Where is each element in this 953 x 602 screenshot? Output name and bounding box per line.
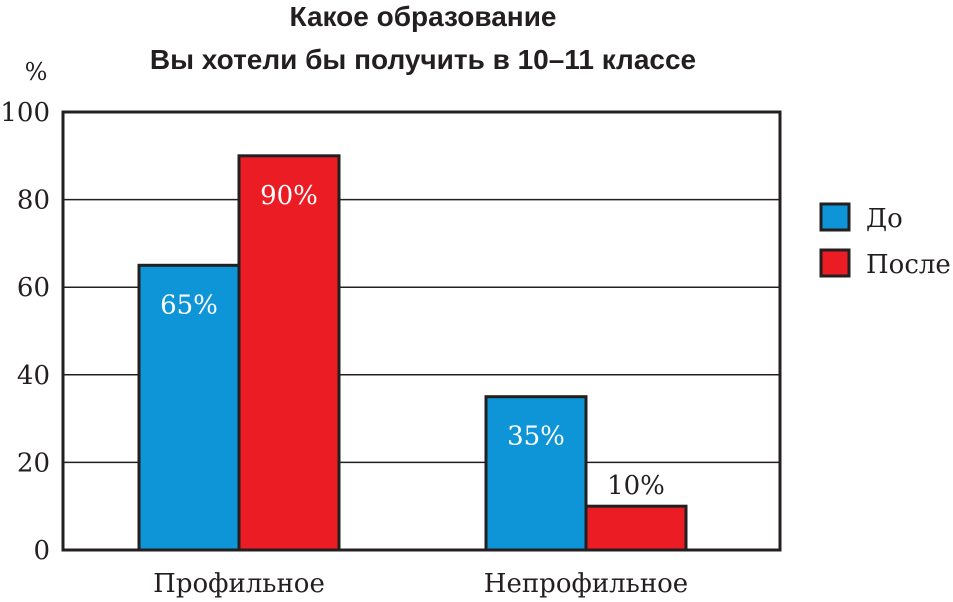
bar-posle-neprofilnoe — [584, 504, 688, 552]
x-category-label: Непрофильное — [484, 569, 688, 599]
data-labels: 65% 90% 35% 10% — [160, 181, 665, 501]
data-label: 10% — [607, 471, 665, 501]
data-label: 35% — [507, 422, 565, 452]
y-axis-unit-label: % — [25, 58, 48, 86]
bar-do-profilnoe — [137, 263, 241, 552]
bar-do-neprofilnoe — [484, 395, 588, 552]
bar-posle-profilnoe — [237, 154, 341, 552]
data-label: 65% — [160, 290, 218, 320]
legend-swatch — [819, 248, 851, 278]
y-tick-label: 20 — [17, 448, 50, 478]
chart-title-line-1: Какое образование — [290, 1, 557, 32]
y-tick-label: 40 — [17, 361, 50, 391]
legend-label: После — [866, 250, 951, 280]
x-category-label: Профильное — [153, 569, 325, 599]
y-tick-label: 0 — [33, 536, 50, 566]
x-axis-categories: Профильное Непрофильное — [153, 569, 688, 599]
plot-frame — [61, 110, 782, 552]
legend-swatch — [819, 202, 851, 232]
y-tick-label: 100 — [0, 98, 50, 128]
legend: До После — [819, 202, 951, 280]
y-tick-label: 60 — [17, 273, 50, 303]
y-tick-label: 80 — [17, 186, 50, 216]
y-axis-ticks: 0 20 40 60 80 100 — [0, 98, 50, 566]
bars — [137, 154, 688, 552]
data-label: 90% — [260, 181, 318, 211]
legend-label: До — [866, 204, 903, 234]
chart-title-line-2: Вы хотели бы получить в 10–11 классе — [150, 44, 696, 75]
